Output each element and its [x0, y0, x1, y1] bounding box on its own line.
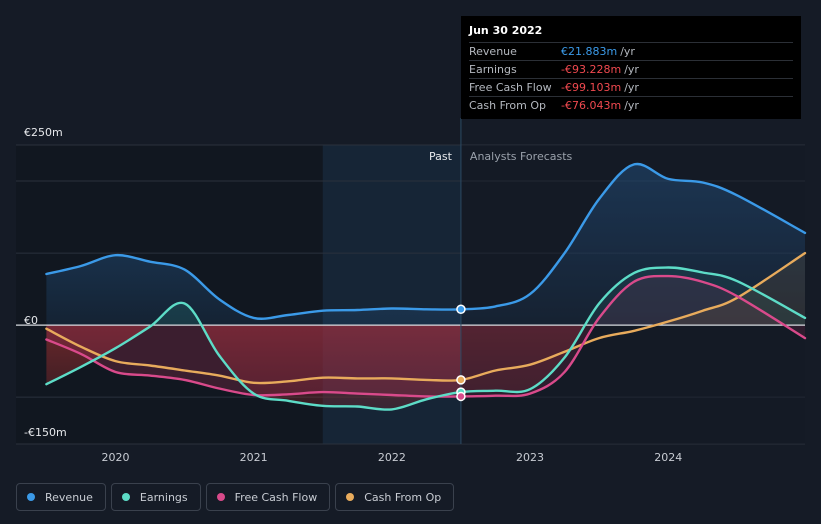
y-tick-label: €250m: [24, 126, 63, 139]
area-cfo-positive: [46, 253, 805, 326]
legend-item-free-cash-flow[interactable]: Free Cash Flow: [205, 483, 331, 511]
tooltip-date: Jun 30 2022: [469, 24, 543, 37]
tooltip: Jun 30 2022 Revenue €21.883m /yr Earning…: [461, 16, 801, 119]
marker-free-cash-flow: [456, 391, 466, 402]
legend-dot-icon: [27, 493, 35, 501]
legend-label: Earnings: [139, 490, 188, 504]
y-tick-label: -€150m: [24, 426, 67, 439]
area-fcf-positive: [46, 276, 805, 326]
tooltip-unit: /yr: [620, 45, 635, 58]
line-free-cash-flow: [45, 274, 807, 398]
tooltip-label: Revenue: [469, 45, 517, 58]
tooltip-label: Earnings: [469, 63, 517, 76]
tooltip-value: -€99.103m: [561, 81, 622, 94]
line-cash-from-op: [45, 251, 807, 385]
legend-item-earnings[interactable]: Earnings: [110, 483, 201, 511]
chart: Past Analysts Forecasts €250m €0 -€150m 2020 2…: [16, 118, 807, 464]
tooltip-row-free-cash-flow: Free Cash Flow -€99.103m /yr: [469, 78, 793, 96]
x-tick-label: 2020: [101, 451, 129, 464]
tooltip-unit: /yr: [624, 63, 639, 76]
x-tick-label: 2024: [654, 451, 682, 464]
forecast-label: Analysts Forecasts: [470, 150, 573, 163]
tooltip-row-earnings: Earnings -€93.228m /yr: [469, 60, 793, 78]
legend: Revenue Earnings Free Cash Flow Cash Fro…: [16, 483, 455, 511]
line-earnings: [45, 266, 807, 411]
legend-item-revenue[interactable]: Revenue: [16, 483, 106, 511]
legend-label: Cash From Op: [364, 490, 442, 504]
tooltip-unit: /yr: [624, 81, 639, 94]
past-label: Past: [429, 150, 453, 163]
marker-cash-from-op: [456, 375, 466, 385]
tooltip-row-revenue: Revenue €21.883m /yr: [469, 42, 793, 60]
tooltip-value: -€93.228m: [561, 63, 622, 76]
x-tick-label: 2021: [240, 451, 268, 464]
tooltip-label: Free Cash Flow: [469, 81, 552, 94]
tooltip-row-cash-from-op: Cash From Op -€76.043m /yr: [469, 96, 793, 114]
tooltip-value: €21.883m: [561, 45, 618, 58]
legend-dot-icon: [216, 493, 225, 501]
area-earnings-positive: [46, 267, 805, 326]
tooltip-label: Cash From Op: [469, 99, 547, 112]
forecast-region: [460, 145, 805, 444]
legend-item-cash-from-op[interactable]: Cash From Op: [335, 483, 455, 511]
tooltip-unit: /yr: [624, 99, 639, 112]
x-tick-label: 2023: [516, 451, 544, 464]
y-tick-label: €0: [24, 314, 38, 327]
tooltip-value: -€76.043m: [561, 99, 622, 112]
x-tick-label: 2022: [378, 451, 406, 464]
area-earnings-negative: [46, 325, 585, 410]
legend-label: Revenue: [45, 490, 93, 504]
legend-label: Free Cash Flow: [234, 490, 318, 504]
marker-revenue: [456, 304, 466, 315]
legend-dot-icon: [346, 493, 355, 501]
line-revenue: [45, 162, 807, 320]
legend-dot-icon: [121, 493, 130, 501]
